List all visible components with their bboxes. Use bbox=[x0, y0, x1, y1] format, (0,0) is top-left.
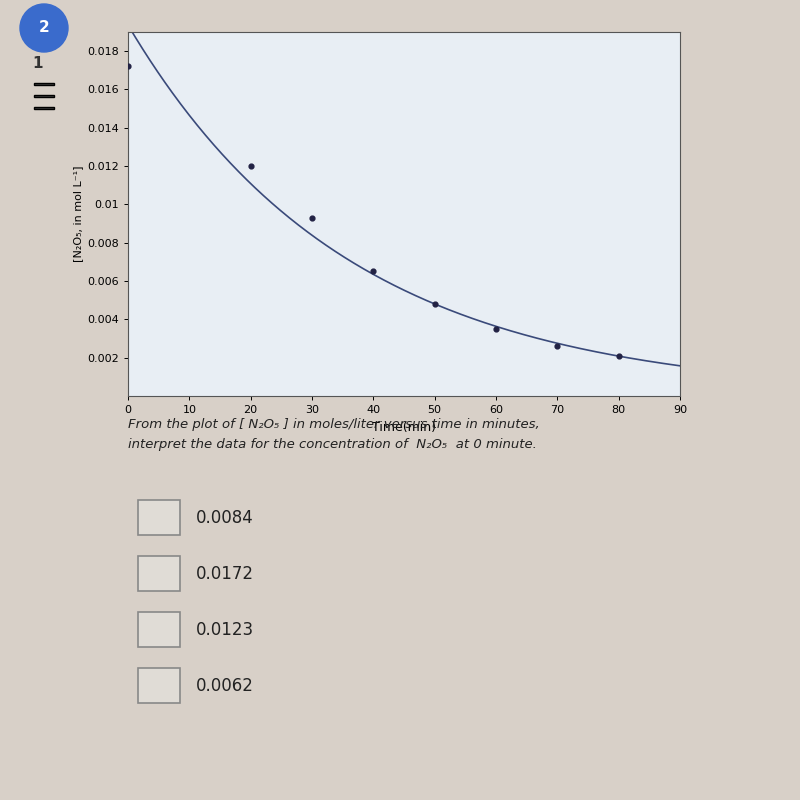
Point bbox=[551, 340, 564, 353]
Point bbox=[612, 350, 625, 362]
Text: From the plot of [ N₂O₅ ] in moles/liter versus time in minutes,: From the plot of [ N₂O₅ ] in moles/liter… bbox=[128, 418, 540, 430]
Text: interpret the data for the concentration of  N₂O₅  at 0 minute.: interpret the data for the concentration… bbox=[128, 438, 537, 451]
Point bbox=[367, 265, 380, 278]
Text: 0.0172: 0.0172 bbox=[196, 565, 254, 582]
Y-axis label: [N₂O₅, in mol L⁻¹]: [N₂O₅, in mol L⁻¹] bbox=[73, 166, 83, 262]
Point bbox=[122, 60, 134, 73]
Point bbox=[490, 322, 502, 335]
Point bbox=[244, 160, 257, 173]
Text: 0.0062: 0.0062 bbox=[196, 677, 254, 694]
X-axis label: Time(min): Time(min) bbox=[372, 421, 436, 434]
Point bbox=[428, 298, 441, 310]
Text: 0.0123: 0.0123 bbox=[196, 621, 254, 638]
Point bbox=[306, 211, 318, 224]
Text: 1: 1 bbox=[32, 56, 42, 71]
Text: 2: 2 bbox=[38, 21, 50, 35]
Text: 0.0084: 0.0084 bbox=[196, 509, 254, 526]
